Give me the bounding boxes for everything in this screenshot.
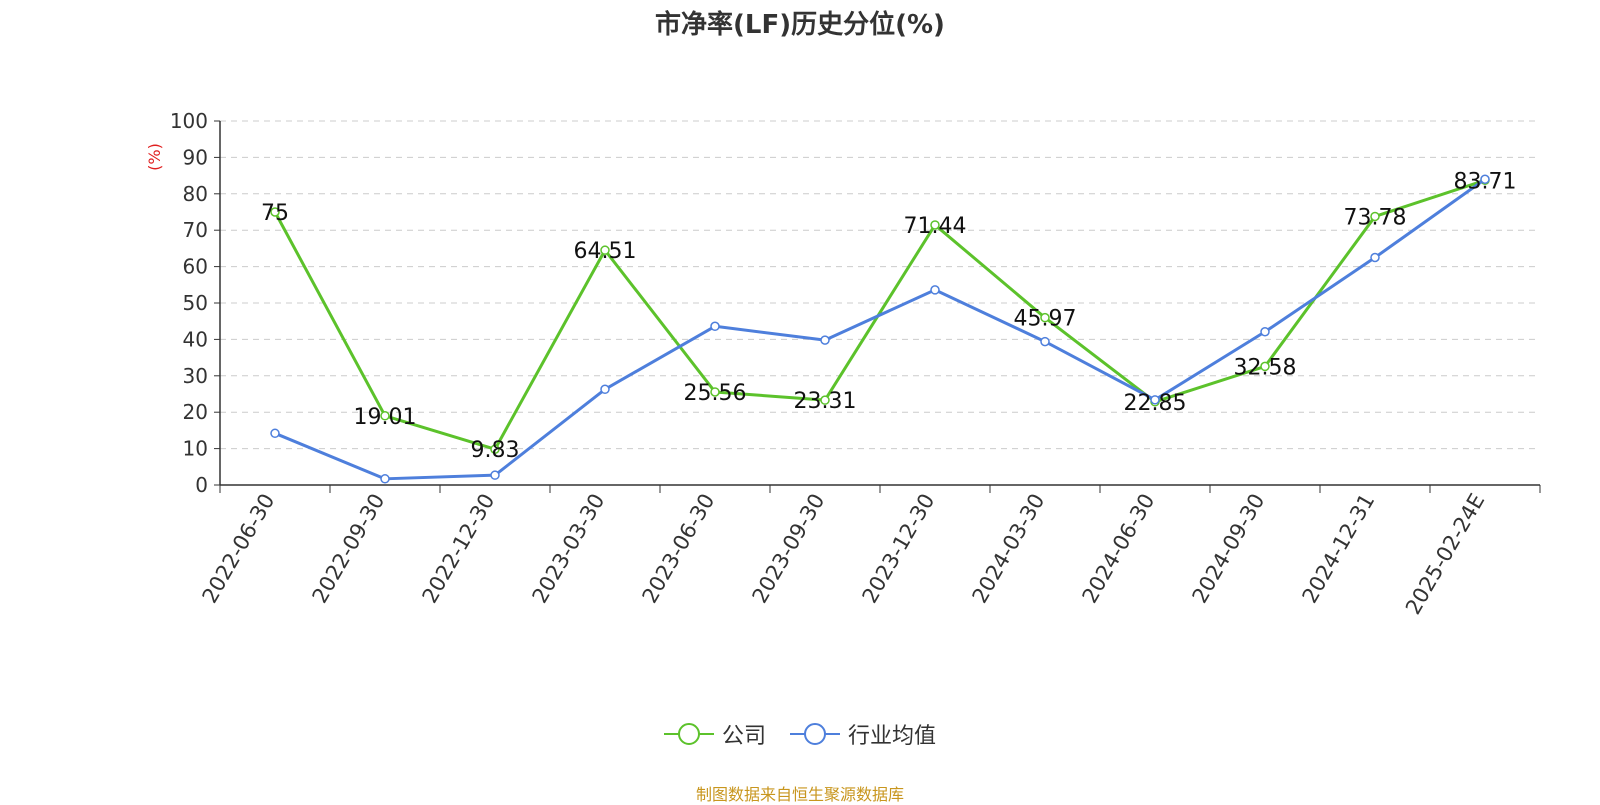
legend-label-company: 公司: [721, 724, 766, 749]
x-tick-label: 2023-06-30: [638, 490, 720, 608]
data-point-company: [1260, 361, 1270, 372]
series-line-industry-average: [274, 178, 1486, 481]
data-point-company: [380, 411, 390, 421]
x-tick-label: 2024-06-30: [1078, 490, 1160, 608]
y-tick-label: 30: [183, 364, 208, 388]
source-note: 制图数据来自恒生聚源数据库: [695, 785, 904, 804]
x-tick-label: 2022-06-30: [198, 490, 280, 608]
y-tick-label: 60: [183, 255, 208, 279]
data-label: 73.78: [1344, 205, 1407, 230]
data-point-company: [600, 245, 610, 255]
y-tick-label: 70: [183, 218, 208, 242]
data-label: 22.85: [1124, 391, 1187, 416]
x-tick-label: 2024-12-31: [1298, 490, 1380, 608]
data-label: 19.01: [354, 405, 417, 430]
data-label: 23.31: [794, 389, 857, 414]
x-tick-label: 2024-03-30: [968, 490, 1050, 608]
y-tick-label: 50: [183, 291, 208, 315]
data-label: 25.56: [684, 381, 747, 406]
data-point-industry-average: [600, 384, 610, 395]
data-label: 71.44: [904, 214, 967, 239]
x-tick-label: 2023-12-30: [858, 490, 940, 608]
data-point-industry-average: [490, 470, 500, 480]
data-point-industry-average: [710, 321, 720, 332]
data-point-industry-average: [380, 474, 390, 484]
legend-item-industry-average[interactable]: 行业均值: [790, 718, 936, 750]
y-tick-label: 40: [183, 327, 208, 351]
data-point-industry-average: [1040, 336, 1050, 347]
data-label: 9.83: [471, 438, 520, 463]
data-point-company: [1040, 312, 1050, 323]
data-label: 75: [261, 201, 289, 226]
x-tick-label: 2022-12-30: [418, 490, 500, 608]
series: [270, 174, 1490, 484]
data-point-industry-average: [1370, 252, 1380, 263]
grid-lines: [220, 120, 1540, 450]
data-label: 32.58: [1234, 355, 1297, 380]
legend-marker-industry-average: [790, 723, 840, 745]
y-tick-label: 10: [183, 437, 208, 461]
legend-marker-company: [663, 723, 714, 745]
legend-item-company[interactable]: 公司: [663, 718, 766, 750]
data-point-company: [820, 395, 830, 405]
axes: 0 10 20 30 40 50 60 70 80 90 100 (%) 2022-06-30 2022-…: [145, 109, 1541, 619]
data-label: 45.97: [1014, 307, 1077, 332]
y-tick-label: 90: [183, 145, 208, 169]
y-axis-label: (%): [145, 143, 164, 171]
legend: 公司 行业均值: [0, 718, 1600, 750]
data-point-industry-average: [1480, 174, 1490, 184]
data-labels: 75 19.01 9.83 64.51 25.56 23.31 71.44 45.97 22.8…: [261, 169, 1516, 463]
y-tick-label: 100: [170, 109, 208, 133]
x-tick-label: 2025-02-24E: [1401, 490, 1489, 619]
data-point-industry-average: [1260, 327, 1270, 337]
data-point-industry-average: [270, 428, 280, 439]
y-tick-label: 0: [195, 473, 208, 497]
data-point-company: [270, 207, 280, 217]
x-tick-label: 2023-09-30: [748, 490, 830, 608]
data-point-company: [1370, 211, 1380, 222]
data-point-industry-average: [820, 335, 830, 345]
x-tick-label: 2024-09-30: [1188, 490, 1270, 608]
data-point-company: [930, 220, 940, 230]
chart-title: 市净率(LF)历史分位(%): [655, 10, 945, 40]
data-point-company: [710, 387, 720, 397]
data-point-company: [490, 444, 500, 454]
data-label: 64.51: [574, 239, 637, 264]
series-line-company: [273, 178, 1486, 451]
y-tick-label: 80: [183, 182, 208, 206]
x-tick-label: 2023-03-30: [528, 490, 610, 608]
data-label: 83.71: [1454, 169, 1517, 194]
legend-label-industry-average: 行业均值: [848, 724, 937, 749]
data-point-industry-average: [930, 285, 940, 295]
y-tick-label: 20: [183, 400, 208, 424]
data-point-industry-average: [1150, 395, 1160, 405]
x-tick-label: 2022-09-30: [308, 490, 390, 608]
